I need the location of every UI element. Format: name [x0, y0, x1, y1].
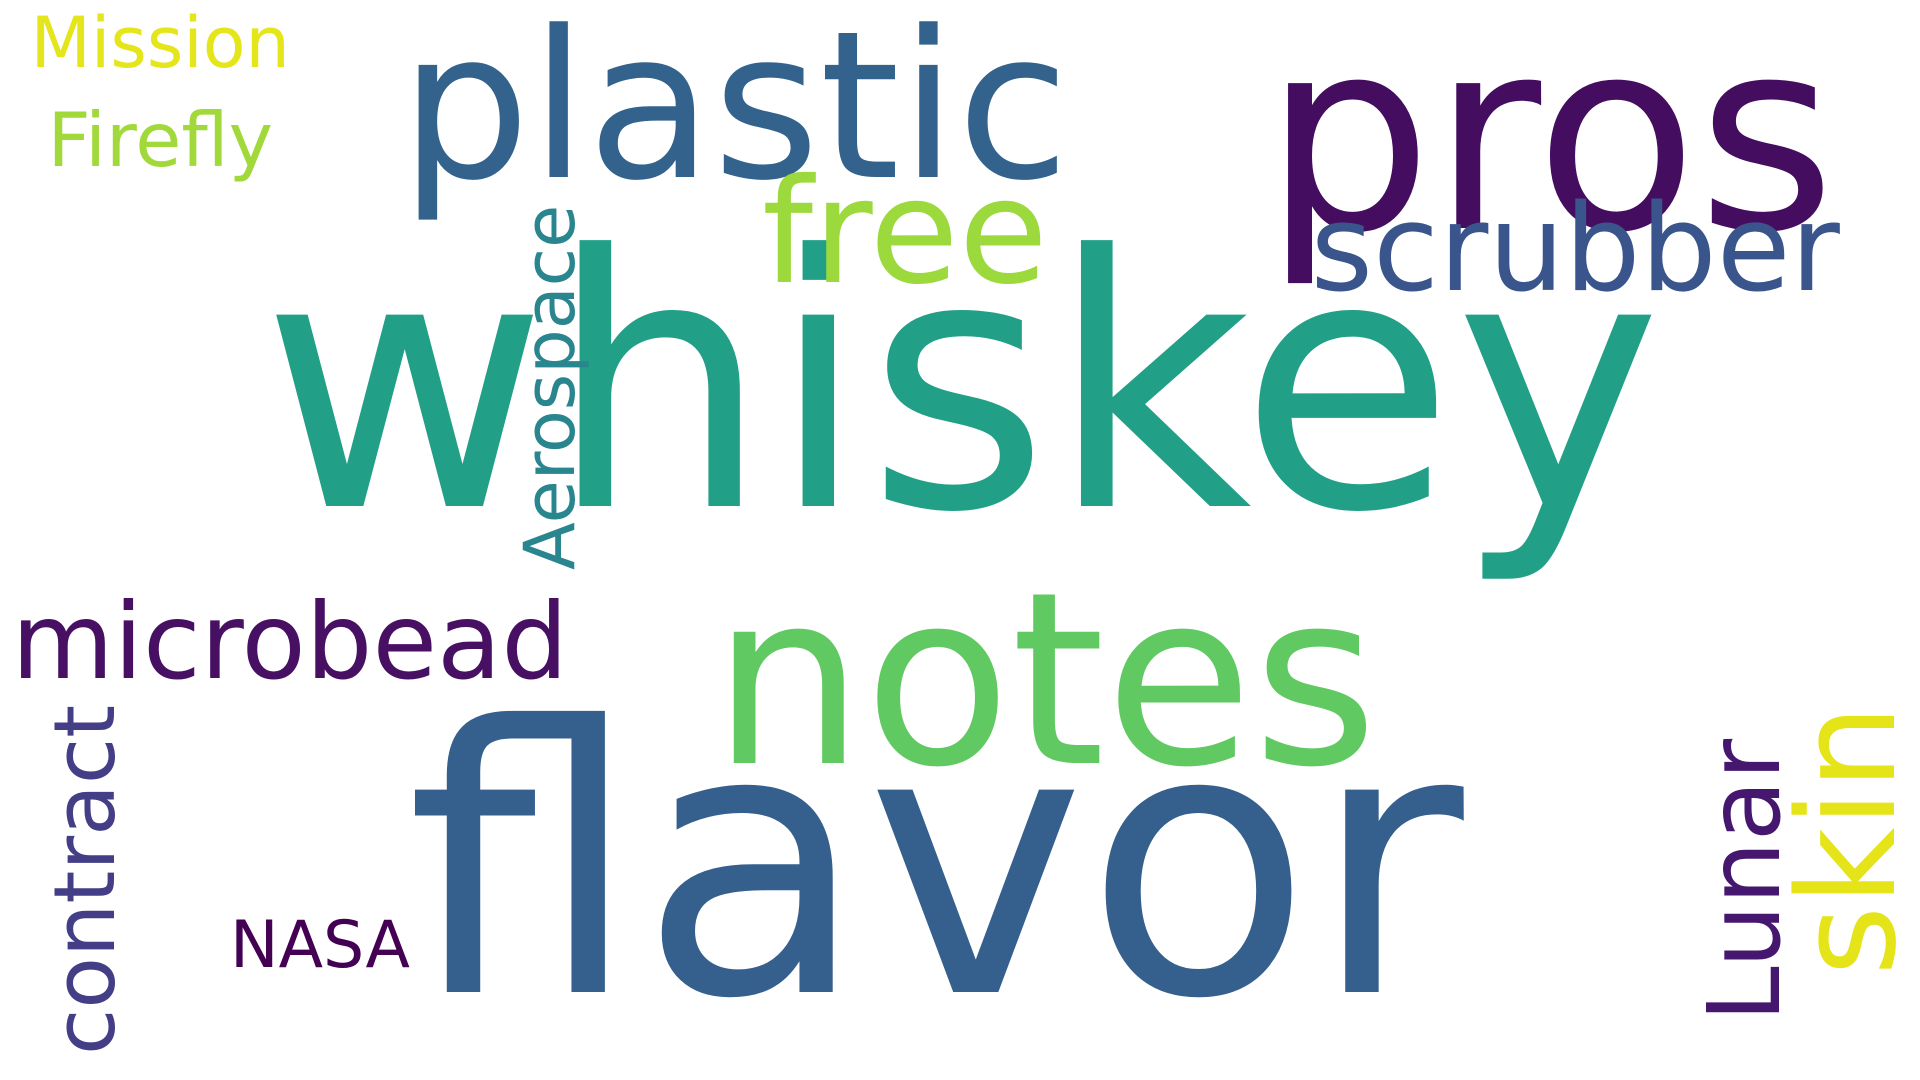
word-whiskey: whiskey	[261, 181, 1662, 589]
word-notes: notes	[712, 540, 1378, 820]
word-plastic: plastic	[400, 0, 1070, 226]
word-contract: contract	[36, 704, 134, 1055]
word-flavor: flavor	[406, 650, 1464, 1080]
word-lunar: Lunar	[1686, 738, 1803, 1022]
word-nasa: NASA	[230, 907, 410, 983]
word-aerospace: Aerospace	[509, 204, 591, 570]
word-microbead: microbead	[11, 581, 569, 703]
word-firefly: Firefly	[47, 96, 273, 184]
word-mission: Mission	[30, 2, 290, 84]
word-scrubber: scrubber	[1310, 180, 1840, 319]
word-free: free	[762, 148, 1048, 317]
word-pros: pros	[1264, 0, 1836, 291]
